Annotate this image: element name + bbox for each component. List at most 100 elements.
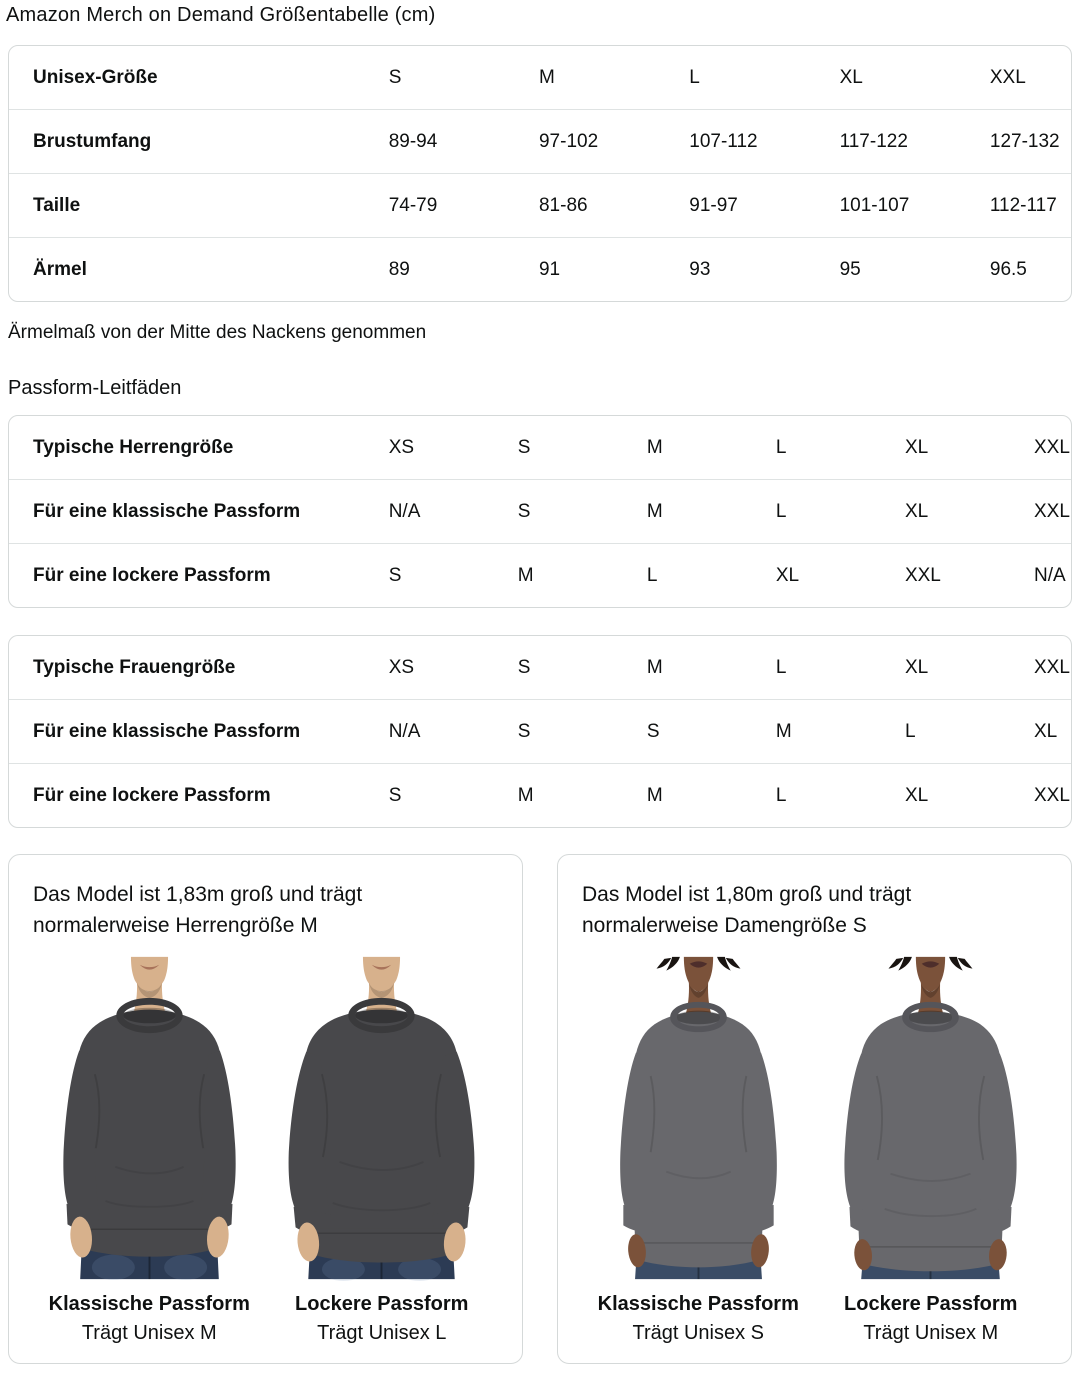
hands (627, 1234, 769, 1268)
value-cell: M (517, 564, 534, 586)
table-row: Typische Herrengröße XS S M L XL XXL (9, 416, 1071, 479)
value-cell: 93 (689, 258, 711, 280)
page-title: Amazon Merch on Demand Größentabelle (cm… (6, 4, 436, 26)
size-cell: XXL (989, 66, 1026, 88)
model-description: Das Model ist 1,80m groß und trägt norma… (582, 883, 912, 937)
hair (888, 956, 973, 971)
model-description: Das Model ist 1,83m groß und trägt norma… (33, 883, 363, 937)
value-cell: 91-97 (689, 194, 738, 216)
value-cell: S (646, 720, 660, 742)
fit-size-label: Trägt Unisex M (81, 1322, 217, 1344)
model-photo-classic-fit: Klassische Passform Trägt Unisex M (47, 953, 252, 1345)
table-row: Für eine lockere Passform S M L XL XXL N… (9, 543, 1071, 607)
size-cell: M (646, 656, 663, 678)
woman-classic-fit-photo (619, 956, 777, 1280)
size-cell: M (538, 66, 555, 88)
value-cell: XXL (1034, 500, 1070, 522)
value-cell: L (646, 564, 658, 586)
size-cell: XL (839, 66, 863, 88)
fit-name-label: Lockere Passform (295, 1293, 469, 1315)
value-cell: 101-107 (839, 194, 910, 216)
size-cell: XS (388, 436, 415, 458)
value-cell: XL (904, 500, 929, 522)
row-label: Unisex-Größe (33, 66, 158, 88)
value-cell: XL (775, 564, 800, 586)
value-cell: 107-112 (689, 130, 758, 152)
size-cell: L (689, 66, 700, 88)
value-cell: XXL (1034, 784, 1070, 806)
value-cell: N/A (388, 500, 421, 522)
value-cell: S (388, 784, 402, 806)
value-cell: 81-86 (538, 194, 588, 216)
row-label: Für eine klassische Passform (33, 720, 301, 742)
row-label: Taille (33, 194, 81, 216)
value-cell: 97-102 (538, 130, 599, 152)
row-label: Für eine klassische Passform (33, 500, 301, 522)
size-cell: XL (904, 436, 929, 458)
man-loose-fit-photo (288, 956, 475, 1282)
row-label: Ärmel (33, 258, 87, 280)
value-cell: 89 (388, 258, 410, 280)
collar (902, 1001, 960, 1033)
womens-model-card: Das Model ist 1,80m groß und trägt norma… (557, 854, 1072, 1364)
value-cell: 96.5 (989, 258, 1027, 280)
table-row: Ärmel 89 91 93 95 96.5 (9, 237, 1071, 301)
value-cell: 95 (839, 258, 861, 280)
value-cell: 127-132 (989, 130, 1060, 152)
sweatshirt (288, 1009, 475, 1263)
fit-name-label: Lockere Passform (844, 1293, 1018, 1315)
table-row: Taille 74-79 81-86 91-97 101-107 112-117 (9, 173, 1071, 237)
womens-fit-table: Typische Frauengröße XS S M L XL XXL Für… (8, 635, 1072, 828)
value-cell: M (517, 784, 534, 806)
hands (854, 1239, 1007, 1271)
table-row: Für eine klassische Passform N/A S S M L… (9, 699, 1071, 763)
mens-fit-table: Typische Herrengröße XS S M L XL XXL Für… (8, 415, 1072, 608)
value-cell: L (775, 500, 787, 522)
value-cell: M (775, 720, 792, 742)
photo-caption: Lockere Passform Trägt Unisex L (279, 1293, 484, 1345)
value-cell: L (775, 784, 787, 806)
value-cell: XXL (904, 564, 941, 586)
value-cell: N/A (388, 720, 421, 742)
mens-model-card: Das Model ist 1,83m groß und trägt norma… (8, 854, 523, 1364)
face-and-neck (683, 956, 713, 1020)
size-cell: XXL (1034, 656, 1070, 678)
value-cell: S (517, 500, 531, 522)
unisex-size-table: Unisex-Größe S M L XL XXL Brustumfang 89… (8, 45, 1072, 302)
size-cell: S (388, 66, 402, 88)
loose-fit-column: Lockere Passform Trägt Unisex M (815, 953, 1048, 1345)
value-cell: 117-122 (839, 130, 908, 152)
collar (669, 1001, 727, 1033)
size-cell: S (517, 656, 531, 678)
classic-fit-column: Klassische Passform Trägt Unisex M (33, 953, 266, 1345)
fit-size-label: Trägt Unisex S (632, 1322, 765, 1344)
row-label: Brustumfang (33, 130, 152, 152)
table-row: Brustumfang 89-94 97-102 107-112 117-122… (9, 109, 1071, 173)
sweatshirt (619, 1011, 777, 1268)
value-cell: XL (1034, 720, 1058, 742)
photo-caption: Lockere Passform Trägt Unisex M (828, 1293, 1033, 1345)
value-cell: 74-79 (388, 194, 438, 216)
table-row: Für eine lockere Passform S M M L XL XXL (9, 763, 1071, 827)
row-label: Typische Herrengröße (33, 436, 234, 458)
value-cell: 91 (538, 258, 561, 280)
collar (348, 997, 415, 1034)
size-cell: L (775, 436, 787, 458)
value-cell: L (904, 720, 916, 742)
size-cell: S (517, 436, 531, 458)
hands (297, 1222, 466, 1262)
value-cell: N/A (1034, 564, 1066, 586)
photo-caption: Klassische Passform Trägt Unisex S (596, 1293, 801, 1345)
model-photo-loose-fit: Lockere Passform Trägt Unisex L (279, 953, 484, 1345)
man-classic-fit-photo (63, 956, 236, 1281)
sleeve-measure-note: Ärmelmaß von der Mitte des Nackens genom… (8, 322, 427, 343)
classic-fit-column: Klassische Passform Trägt Unisex S (582, 953, 815, 1345)
value-cell: M (646, 500, 663, 522)
collar (116, 997, 183, 1034)
row-label: Für eine lockere Passform (33, 784, 271, 806)
table-row: Typische Frauengröße XS S M L XL XXL (9, 636, 1071, 699)
face-and-neck (916, 956, 946, 1020)
row-label: Für eine lockere Passform (33, 564, 271, 586)
woman-loose-fit-photo (844, 956, 1017, 1280)
